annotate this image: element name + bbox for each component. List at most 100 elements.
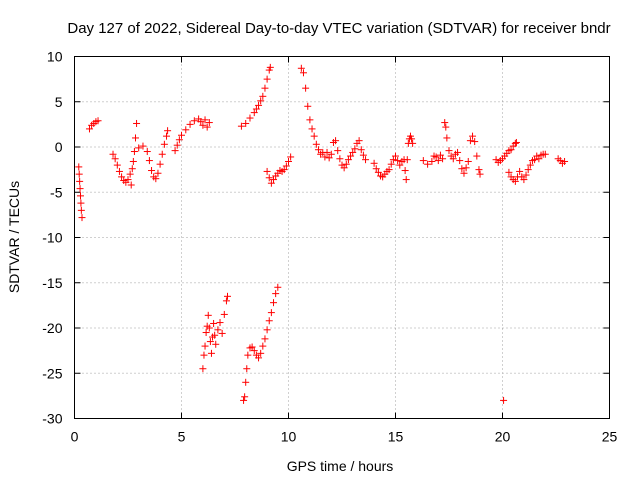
data-point — [257, 349, 265, 357]
data-point — [394, 157, 402, 165]
data-point — [274, 283, 282, 291]
data-point — [145, 157, 153, 165]
x-tick-label: 20 — [495, 429, 511, 445]
data-point — [466, 137, 474, 145]
y-tick-label: 0 — [55, 139, 63, 155]
data-point — [199, 121, 207, 129]
data-point — [265, 174, 273, 182]
data-point — [175, 136, 183, 144]
data-point — [252, 105, 260, 113]
data-point — [267, 309, 275, 317]
data-point — [85, 125, 93, 133]
axis-ticks: 0 5 10 15 20 25 10 5 0 -5 -10 -15 -20 -25 -30 — [42, 49, 617, 445]
data-point — [94, 117, 102, 125]
data-point — [419, 157, 427, 165]
data-point — [359, 151, 367, 159]
data-point — [302, 84, 310, 92]
data-point — [77, 199, 85, 207]
data-point — [511, 177, 519, 185]
y-tick-label: 5 — [55, 94, 63, 110]
data-point — [327, 150, 335, 158]
data-point — [222, 297, 230, 305]
data-point — [323, 148, 331, 156]
data-point — [148, 167, 156, 175]
data-point — [505, 168, 513, 176]
data-point — [76, 192, 84, 200]
data-point — [424, 160, 432, 168]
data-point — [266, 63, 274, 71]
data-point — [561, 157, 569, 165]
y-tick-label: -10 — [42, 230, 62, 246]
data-point — [321, 153, 329, 161]
data-point — [250, 347, 258, 355]
data-point — [204, 311, 212, 319]
data-point — [241, 393, 249, 401]
data-point — [246, 114, 254, 122]
data-point — [263, 75, 271, 83]
data-point — [75, 163, 83, 171]
data-point — [473, 152, 481, 160]
data-point — [445, 147, 453, 155]
data-point — [507, 146, 515, 154]
data-point — [211, 331, 219, 339]
data-point — [344, 156, 352, 164]
data-point — [212, 340, 220, 348]
data-point — [201, 342, 209, 350]
data-point — [387, 160, 395, 168]
data-point — [261, 84, 269, 92]
data-point — [265, 317, 273, 325]
data-point — [133, 119, 141, 127]
data-point — [158, 150, 166, 158]
data-point — [299, 69, 307, 77]
data-point — [124, 176, 132, 184]
data-point — [516, 167, 524, 175]
data-point — [210, 319, 218, 327]
data-point — [135, 144, 143, 152]
data-point — [325, 154, 333, 162]
data-point — [255, 354, 263, 362]
data-point — [200, 351, 208, 359]
data-point — [111, 155, 119, 163]
data-point — [541, 150, 549, 158]
data-point — [248, 343, 256, 351]
data-point — [285, 157, 292, 165]
data-point — [512, 138, 520, 146]
data-point — [242, 378, 250, 386]
data-point — [464, 157, 472, 165]
data-point — [154, 169, 162, 177]
y-tick-label: 10 — [47, 49, 63, 65]
data-point — [250, 109, 258, 117]
y-tick-label: -25 — [42, 365, 62, 381]
y-tick-label: -30 — [42, 411, 62, 427]
data-point — [535, 155, 543, 163]
data-point — [475, 166, 483, 174]
data-point — [220, 310, 228, 318]
data-point — [163, 132, 171, 140]
data-point — [449, 155, 457, 163]
data-points — [75, 63, 569, 404]
data-point — [340, 164, 348, 172]
data-point — [126, 170, 134, 178]
data-point — [332, 137, 340, 145]
data-point — [409, 139, 417, 147]
data-point — [259, 342, 267, 350]
data-point — [224, 292, 232, 300]
data-point — [336, 155, 344, 163]
data-point — [310, 132, 318, 140]
data-point — [113, 161, 121, 169]
data-point — [218, 329, 226, 337]
data-point — [349, 148, 357, 156]
data-point — [202, 329, 210, 337]
data-point — [190, 117, 198, 125]
data-point — [182, 126, 190, 134]
data-point — [76, 177, 84, 185]
data-point — [500, 396, 508, 404]
data-point — [408, 135, 416, 143]
data-point — [259, 92, 267, 100]
data-point — [270, 299, 278, 307]
data-point — [476, 170, 484, 178]
data-point — [263, 167, 271, 175]
data-point — [118, 173, 126, 181]
data-point — [443, 134, 451, 142]
data-point — [308, 125, 316, 133]
